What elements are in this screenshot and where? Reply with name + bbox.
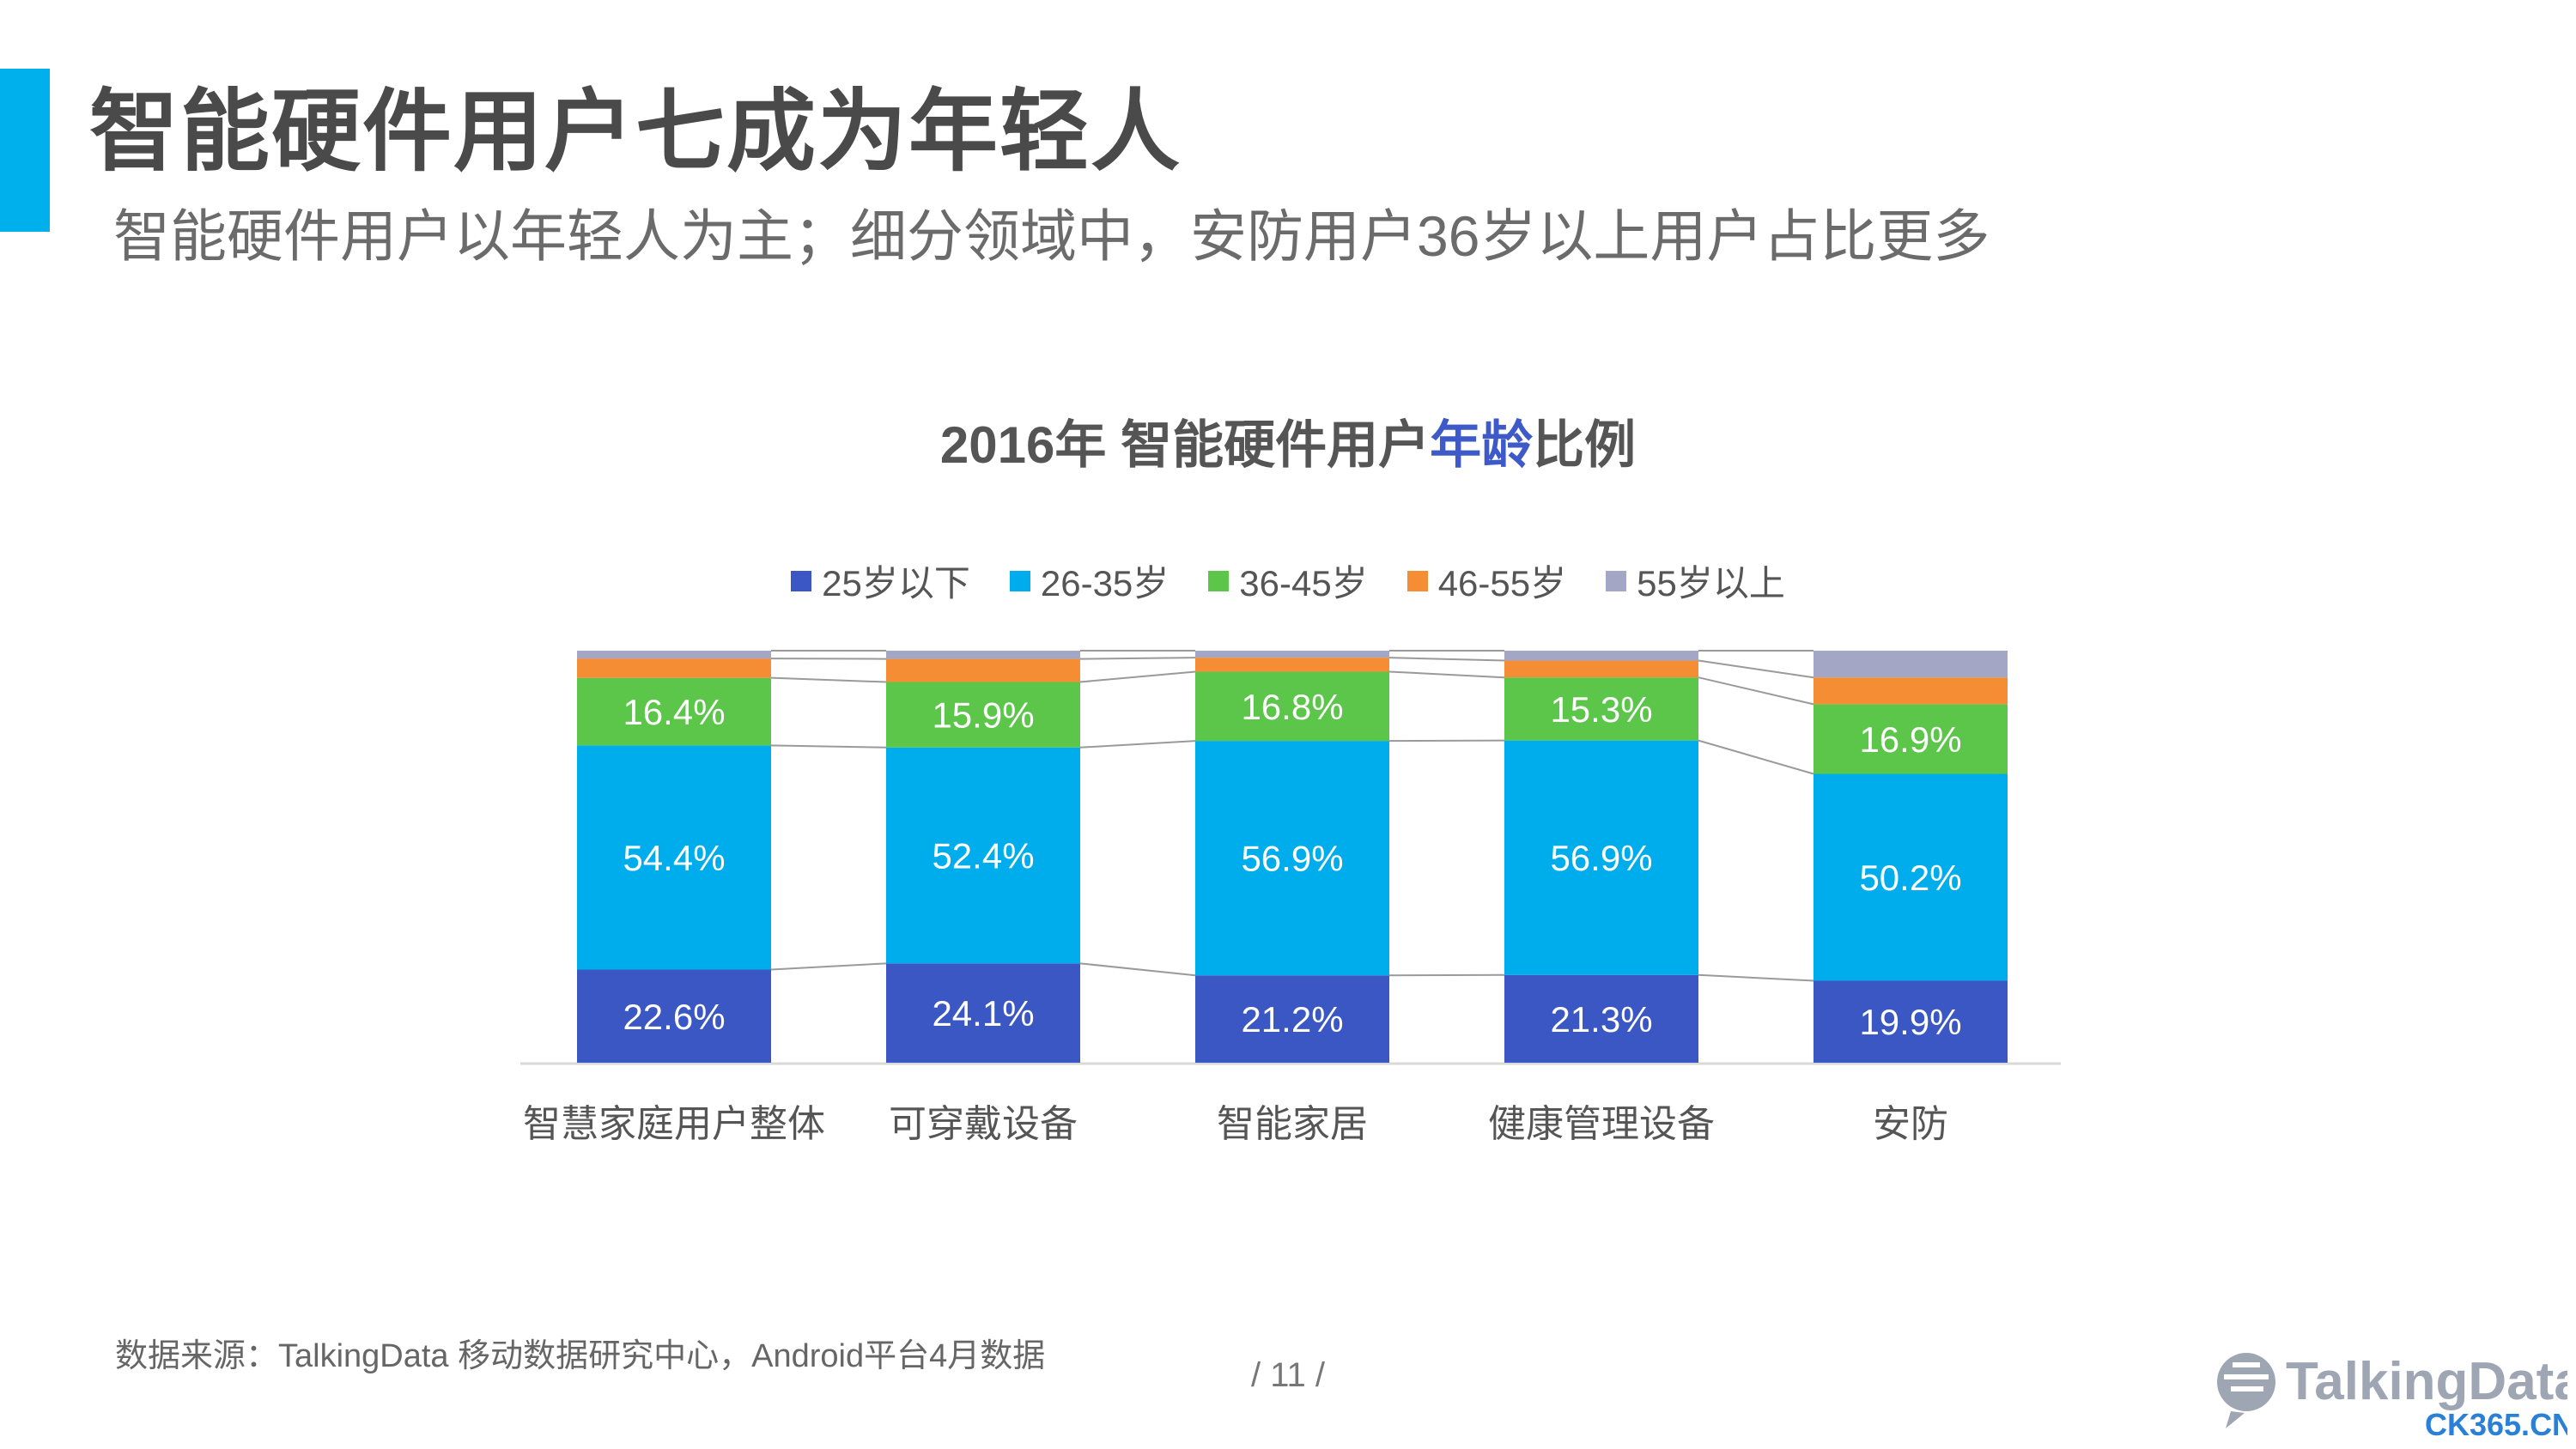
series-connector-line xyxy=(1698,739,1814,775)
chart-title-part2: 比例 xyxy=(1533,416,1637,474)
series-connector-line xyxy=(1079,670,1196,683)
x-tick-label: 智能家居 xyxy=(1217,1103,1368,1145)
chart-title: 2016年 智能硬件用户年龄比例 xyxy=(0,403,2576,478)
bar-segment xyxy=(577,658,771,678)
bar-segment xyxy=(1504,740,1698,975)
bar-segment xyxy=(1195,671,1389,742)
legend-item: 26-35岁 xyxy=(1009,555,1170,607)
source-note: 数据来源：TalkingData 移动数据研究中心，Android平台4月数据 xyxy=(115,1338,1046,1374)
bar-segment xyxy=(577,651,771,659)
bar-segment xyxy=(577,745,771,970)
bar-segment xyxy=(886,658,1080,682)
data-label: 54.4% xyxy=(623,838,725,878)
bar-segment xyxy=(1504,660,1698,678)
watermark-text: CK365.CN xyxy=(2425,1407,2567,1442)
series-connector-line xyxy=(1698,659,1814,679)
legend-swatch xyxy=(1406,570,1428,591)
data-label: 50.2% xyxy=(1859,858,1961,898)
legend-item: 55岁以上 xyxy=(1606,555,1785,607)
bar-segment xyxy=(1814,677,2008,705)
legend-label: 46-55岁 xyxy=(1437,563,1567,603)
bar-segment xyxy=(1195,741,1389,976)
bar-segment xyxy=(886,651,1080,659)
page-title: 智能硬件用户七成为年轻人 xyxy=(89,82,1182,182)
bar-segment xyxy=(1195,651,1389,658)
talkingdata-logo: TalkingData CK365.CN xyxy=(2217,1352,2567,1442)
legend-swatch xyxy=(1009,570,1030,591)
data-label: 21.3% xyxy=(1550,999,1652,1040)
bar-segment xyxy=(1814,773,2008,981)
x-tick-label: 安防 xyxy=(1873,1103,1948,1145)
data-label: 22.6% xyxy=(623,997,725,1037)
bar-segment xyxy=(577,677,771,746)
chart-legend: 25岁以下 26-35岁 36-45岁 46-55岁 55岁以上 xyxy=(0,555,2576,607)
series-connector-line xyxy=(1388,670,1505,679)
legend-label: 26-35岁 xyxy=(1040,563,1170,603)
x-tick-label: 智慧家庭用户整体 xyxy=(523,1103,825,1145)
data-label: 15.3% xyxy=(1550,689,1652,730)
bar-segment xyxy=(886,747,1080,964)
bar-segment xyxy=(886,682,1080,748)
bar-segment xyxy=(1814,704,2008,774)
legend-swatch xyxy=(1208,570,1230,591)
bar-segment xyxy=(1195,658,1389,672)
x-tick-label: 健康管理设备 xyxy=(1488,1103,1715,1145)
legend-item: 25岁以下 xyxy=(791,555,970,607)
series-connector-line xyxy=(770,676,887,683)
series-connector-line xyxy=(1698,676,1814,706)
data-label: 19.9% xyxy=(1859,1002,1961,1042)
series-connector-line xyxy=(770,744,887,749)
bar-segment xyxy=(1195,975,1389,1063)
legend-item: 46-55岁 xyxy=(1406,555,1567,607)
bar-segment xyxy=(1504,677,1698,741)
logo-text: TalkingData xyxy=(2286,1352,2567,1411)
bar-segment xyxy=(886,963,1080,1063)
page-number: / 11 / xyxy=(1251,1356,1325,1394)
legend-swatch xyxy=(791,570,812,591)
series-connector-line xyxy=(1079,962,1196,977)
bar-segment xyxy=(1814,651,2008,678)
legend-label: 55岁以上 xyxy=(1637,563,1785,603)
accent-bar xyxy=(0,69,50,232)
chart-title-part1: 2016年 智能硬件用户 xyxy=(939,416,1431,474)
data-label: 16.8% xyxy=(1241,687,1343,727)
data-label: 16.4% xyxy=(623,692,725,732)
data-label: 56.9% xyxy=(1241,839,1343,879)
data-label: 24.1% xyxy=(932,993,1034,1034)
series-connector-line xyxy=(1698,973,1814,982)
bar-segment xyxy=(1814,980,2008,1063)
page-subtitle: 智能硬件用户以年轻人为主；细分领域中，安防用户36岁以上用户占比更多 xyxy=(113,204,1990,268)
series-connector-line xyxy=(1079,740,1196,749)
legend-item: 36-45岁 xyxy=(1208,555,1368,607)
x-tick-label: 可穿戴设备 xyxy=(889,1103,1078,1145)
chart-title-highlight: 年龄 xyxy=(1430,416,1534,474)
bar-segment xyxy=(1504,974,1698,1063)
bar-segment xyxy=(1504,651,1698,661)
legend-swatch xyxy=(1606,570,1627,591)
data-label: 16.9% xyxy=(1859,719,1961,760)
data-label: 21.2% xyxy=(1241,999,1343,1040)
logo-mark-icon xyxy=(2217,1353,2275,1428)
data-label: 56.9% xyxy=(1550,838,1652,878)
data-label: 52.4% xyxy=(932,836,1034,876)
series-connector-line xyxy=(770,962,887,971)
legend-label: 36-45岁 xyxy=(1239,563,1368,603)
series-connector-line xyxy=(1388,657,1505,662)
legend-label: 25岁以下 xyxy=(822,563,970,603)
data-label: 15.9% xyxy=(932,695,1034,736)
bar-segment xyxy=(577,969,771,1063)
